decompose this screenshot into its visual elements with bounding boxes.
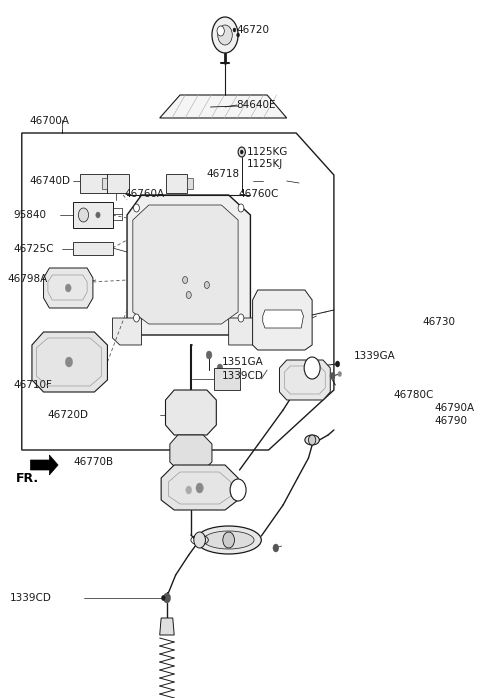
Polygon shape — [102, 178, 108, 189]
Text: 46700A: 46700A — [29, 116, 69, 126]
Circle shape — [233, 28, 236, 32]
Circle shape — [65, 357, 72, 367]
Circle shape — [308, 362, 316, 374]
Text: 46710F: 46710F — [14, 380, 53, 390]
Text: 46760C: 46760C — [238, 189, 278, 199]
Circle shape — [133, 204, 139, 212]
Text: 46790A: 46790A — [434, 403, 474, 413]
Polygon shape — [72, 242, 112, 255]
Text: 46780C: 46780C — [394, 390, 434, 400]
Polygon shape — [263, 310, 303, 328]
Text: 46720: 46720 — [237, 25, 270, 35]
Text: 1339CD: 1339CD — [222, 371, 264, 381]
Circle shape — [238, 204, 244, 212]
Text: 1339CD: 1339CD — [10, 593, 51, 603]
Circle shape — [161, 595, 165, 600]
Circle shape — [336, 361, 340, 367]
Text: 46730: 46730 — [422, 317, 456, 327]
Polygon shape — [187, 178, 193, 189]
Circle shape — [230, 479, 246, 501]
Circle shape — [65, 284, 71, 292]
Circle shape — [304, 357, 320, 379]
Text: 46760A: 46760A — [125, 189, 165, 199]
Circle shape — [218, 25, 232, 45]
Circle shape — [133, 314, 139, 322]
Polygon shape — [133, 205, 238, 324]
Circle shape — [217, 364, 223, 372]
Polygon shape — [166, 390, 216, 435]
Circle shape — [186, 292, 191, 299]
Polygon shape — [44, 268, 93, 308]
Text: 46720D: 46720D — [48, 410, 89, 420]
Circle shape — [354, 362, 358, 368]
Ellipse shape — [203, 531, 254, 549]
Text: 46725C: 46725C — [14, 244, 54, 254]
Polygon shape — [32, 332, 108, 392]
Circle shape — [204, 281, 209, 288]
Text: 1125KG: 1125KG — [247, 147, 288, 157]
Text: 46798A: 46798A — [7, 274, 48, 284]
Polygon shape — [160, 618, 174, 635]
Polygon shape — [112, 318, 142, 345]
Polygon shape — [108, 174, 129, 193]
Circle shape — [240, 150, 243, 154]
Circle shape — [163, 593, 170, 603]
Text: FR.: FR. — [16, 472, 39, 484]
Text: 1339GA: 1339GA — [354, 351, 396, 361]
Text: 1351GA: 1351GA — [222, 357, 264, 367]
Circle shape — [238, 314, 244, 322]
Circle shape — [206, 351, 212, 359]
Circle shape — [186, 486, 192, 494]
Text: 46718: 46718 — [207, 169, 240, 179]
Polygon shape — [166, 174, 187, 193]
Circle shape — [330, 373, 335, 380]
Ellipse shape — [307, 364, 317, 372]
Text: 84640E: 84640E — [237, 100, 276, 110]
Circle shape — [223, 532, 234, 548]
Text: A: A — [309, 363, 315, 373]
Text: A: A — [235, 485, 241, 495]
Polygon shape — [80, 174, 108, 193]
Polygon shape — [252, 290, 312, 350]
Circle shape — [273, 544, 279, 552]
Circle shape — [196, 483, 203, 493]
Circle shape — [212, 17, 238, 53]
Polygon shape — [161, 465, 238, 510]
Polygon shape — [31, 455, 58, 475]
Polygon shape — [214, 368, 240, 390]
Circle shape — [217, 26, 224, 36]
Polygon shape — [127, 195, 251, 335]
Circle shape — [238, 147, 245, 157]
Text: 46790: 46790 — [434, 416, 467, 426]
Polygon shape — [160, 95, 287, 118]
Polygon shape — [72, 202, 112, 228]
Polygon shape — [279, 360, 330, 400]
Circle shape — [182, 276, 188, 283]
Text: 95840: 95840 — [14, 210, 47, 220]
Text: 46770B: 46770B — [73, 457, 113, 467]
Circle shape — [194, 532, 205, 548]
Circle shape — [309, 435, 316, 445]
Text: 46740D: 46740D — [29, 176, 70, 186]
Circle shape — [338, 371, 342, 376]
Text: 1125KJ: 1125KJ — [247, 159, 283, 169]
Polygon shape — [228, 318, 265, 345]
Circle shape — [237, 33, 240, 37]
Circle shape — [78, 208, 88, 222]
Ellipse shape — [196, 526, 261, 554]
Ellipse shape — [305, 435, 319, 445]
Circle shape — [96, 212, 100, 218]
Polygon shape — [170, 435, 212, 470]
